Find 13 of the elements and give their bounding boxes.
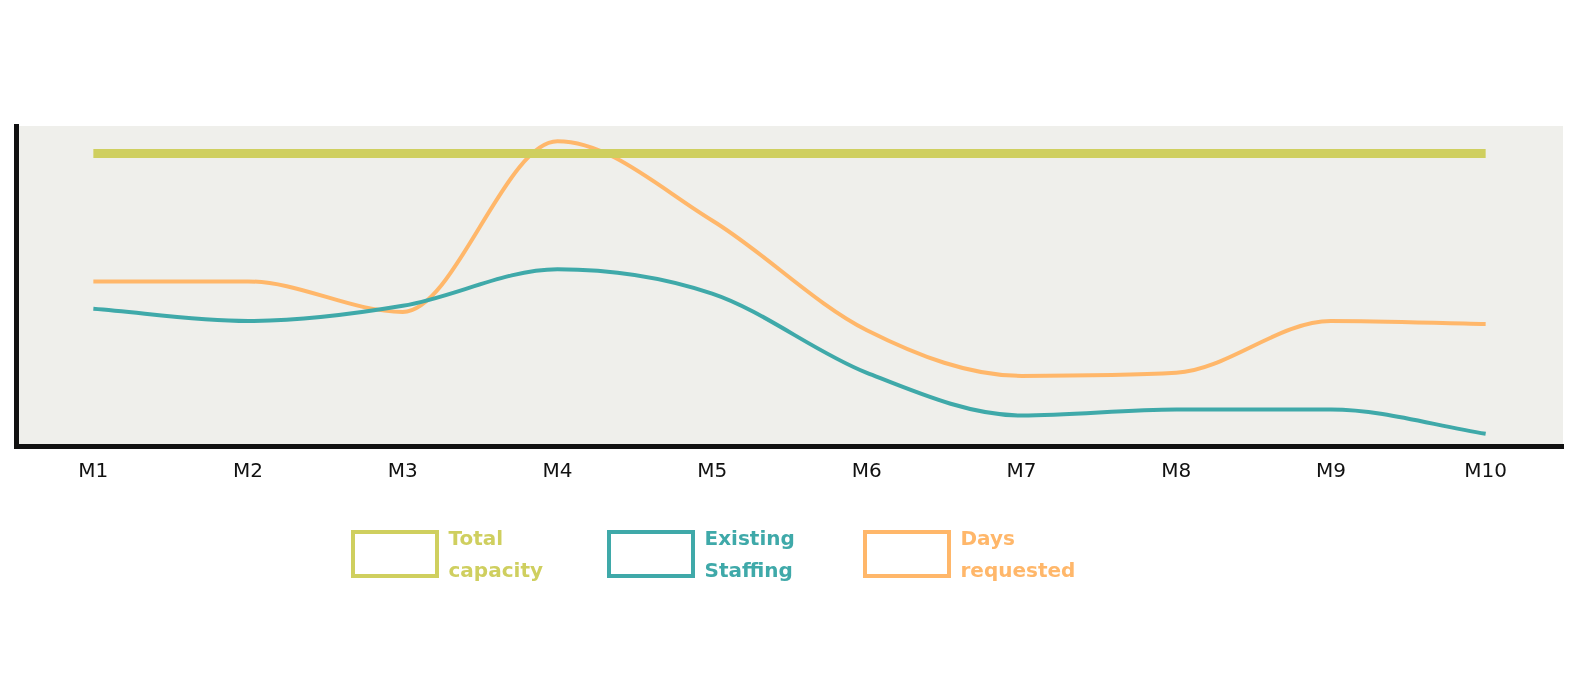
x-tick-label: M3: [387, 458, 418, 483]
legend-label: Existing Staffing: [704, 525, 796, 584]
legend-label: Total capacity: [448, 525, 544, 584]
x-tick-label: M1: [78, 458, 109, 483]
x-tick-label: M9: [1315, 458, 1346, 483]
x-tick-label: M7: [1006, 458, 1037, 483]
legend-label: Days requested: [960, 525, 1077, 584]
x-tick-label: M5: [697, 458, 728, 483]
x-tick-label: M2: [233, 458, 264, 483]
x-tick-label: M8: [1161, 458, 1192, 483]
x-tick-label: M6: [851, 458, 882, 483]
x-tick-label: M10: [1464, 458, 1508, 483]
x-tick-label: M4: [542, 458, 573, 483]
